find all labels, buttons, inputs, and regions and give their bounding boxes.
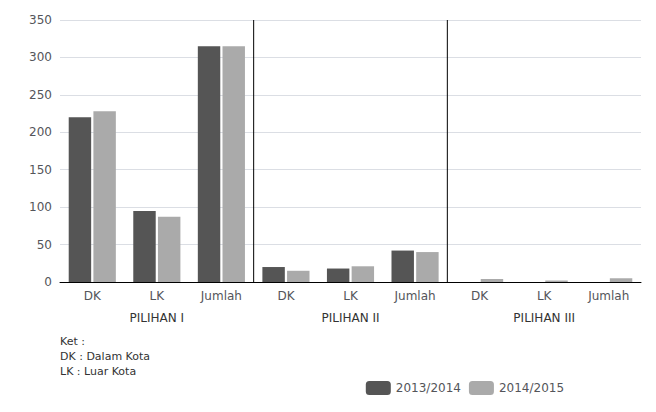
- svg-text:DK: DK: [277, 289, 295, 303]
- svg-text:Jumlah: Jumlah: [200, 289, 242, 303]
- svg-text:LK : Luar Kota: LK : Luar Kota: [60, 365, 136, 378]
- svg-text:DK: DK: [84, 289, 102, 303]
- svg-text:PILIHAN II: PILIHAN II: [321, 311, 379, 325]
- svg-text:Ket :: Ket :: [60, 335, 85, 348]
- svg-text:PILIHAN I: PILIHAN I: [130, 311, 185, 325]
- svg-text:LK: LK: [537, 289, 553, 303]
- svg-text:250: 250: [29, 88, 52, 102]
- svg-text:DK : Dalam Kota: DK : Dalam Kota: [60, 350, 150, 363]
- svg-text:200: 200: [29, 125, 52, 139]
- svg-text:DK: DK: [471, 289, 489, 303]
- svg-text:PILIHAN III: PILIHAN III: [513, 311, 575, 325]
- svg-text:300: 300: [29, 50, 52, 64]
- svg-text:2014/2015: 2014/2015: [499, 381, 564, 395]
- svg-text:150: 150: [29, 163, 52, 177]
- svg-text:Jumlah: Jumlah: [587, 289, 629, 303]
- svg-text:50: 50: [37, 238, 52, 252]
- svg-text:LK: LK: [150, 289, 166, 303]
- svg-text:0: 0: [44, 275, 52, 289]
- svg-text:LK: LK: [343, 289, 359, 303]
- svg-text:350: 350: [29, 13, 52, 27]
- svg-text:2013/2014: 2013/2014: [396, 381, 461, 395]
- svg-text:100: 100: [29, 200, 52, 214]
- svg-text:Jumlah: Jumlah: [393, 289, 435, 303]
